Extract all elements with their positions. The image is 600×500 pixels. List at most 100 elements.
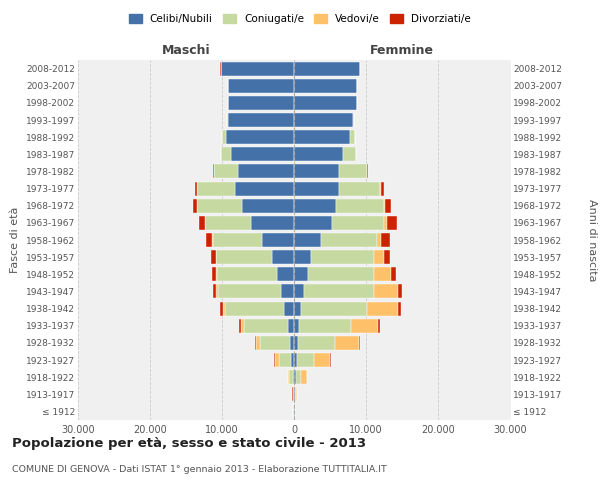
Bar: [239, 318, 241, 332]
Bar: [284, 302, 294, 316]
Bar: [294, 250, 311, 264]
Bar: [288, 370, 289, 384]
Bar: [221, 62, 294, 76]
Bar: [311, 250, 374, 264]
Text: COMUNE DI GENOVA - Dati ISTAT 1° gennaio 2013 - Elaborazione TUTTITALIA.IT: COMUNE DI GENOVA - Dati ISTAT 1° gennaio…: [12, 466, 387, 474]
Bar: [260, 336, 290, 350]
Bar: [294, 148, 343, 162]
Bar: [294, 233, 322, 247]
Bar: [378, 318, 380, 332]
Bar: [314, 353, 331, 367]
Bar: [332, 216, 384, 230]
Bar: [221, 148, 230, 162]
Bar: [374, 250, 384, 264]
Bar: [216, 250, 272, 264]
Bar: [289, 370, 293, 384]
Bar: [272, 250, 294, 264]
Bar: [294, 318, 299, 332]
Bar: [398, 302, 401, 316]
Bar: [215, 250, 216, 264]
Bar: [294, 216, 332, 230]
Bar: [275, 353, 278, 367]
Bar: [255, 336, 256, 350]
Bar: [294, 182, 340, 196]
Bar: [295, 388, 296, 402]
Bar: [262, 233, 294, 247]
Bar: [374, 284, 398, 298]
Bar: [308, 268, 374, 281]
Bar: [226, 130, 294, 144]
Bar: [293, 370, 294, 384]
Bar: [350, 130, 355, 144]
Bar: [294, 164, 340, 178]
Bar: [197, 198, 242, 212]
Text: Maschi: Maschi: [161, 44, 211, 57]
Bar: [294, 388, 295, 402]
Bar: [216, 268, 217, 281]
Bar: [212, 233, 262, 247]
Bar: [294, 302, 301, 316]
Bar: [206, 233, 212, 247]
Bar: [387, 216, 397, 230]
Text: Anni di nascita: Anni di nascita: [587, 198, 597, 281]
Bar: [335, 336, 359, 350]
Bar: [296, 370, 301, 384]
Bar: [294, 62, 360, 76]
Bar: [242, 198, 294, 212]
Bar: [199, 216, 205, 230]
Bar: [353, 113, 354, 127]
Bar: [340, 164, 367, 178]
Bar: [350, 318, 378, 332]
Bar: [304, 284, 374, 298]
Y-axis label: Fasce di età: Fasce di età: [10, 207, 20, 273]
Bar: [223, 302, 225, 316]
Bar: [398, 284, 402, 298]
Bar: [294, 198, 336, 212]
Bar: [294, 78, 356, 92]
Bar: [217, 284, 218, 298]
Bar: [296, 388, 297, 402]
Bar: [251, 216, 294, 230]
Bar: [382, 233, 390, 247]
Bar: [336, 198, 384, 212]
Bar: [340, 182, 380, 196]
Bar: [294, 96, 356, 110]
Bar: [235, 182, 294, 196]
Bar: [212, 268, 216, 281]
Bar: [297, 353, 314, 367]
Bar: [281, 284, 294, 298]
Bar: [374, 268, 391, 281]
Bar: [299, 318, 350, 332]
Bar: [292, 353, 294, 367]
Bar: [228, 96, 294, 110]
Bar: [380, 182, 381, 196]
Bar: [225, 302, 284, 316]
Bar: [367, 302, 398, 316]
Bar: [218, 284, 281, 298]
Bar: [301, 302, 367, 316]
Bar: [294, 284, 304, 298]
Bar: [384, 198, 385, 212]
Bar: [238, 164, 294, 178]
Bar: [228, 113, 294, 127]
Bar: [384, 216, 387, 230]
Bar: [294, 336, 298, 350]
Bar: [385, 198, 391, 212]
Text: Femmine: Femmine: [370, 44, 434, 57]
Bar: [384, 250, 389, 264]
Bar: [367, 164, 368, 178]
Bar: [322, 233, 377, 247]
Bar: [278, 353, 292, 367]
Legend: Celibi/Nubili, Coniugati/e, Vedovi/e, Divorziati/e: Celibi/Nubili, Coniugati/e, Vedovi/e, Di…: [125, 10, 475, 29]
Bar: [211, 250, 215, 264]
Bar: [230, 148, 294, 162]
Bar: [377, 233, 382, 247]
Bar: [359, 336, 360, 350]
Text: Popolazione per età, sesso e stato civile - 2013: Popolazione per età, sesso e stato civil…: [12, 438, 366, 450]
Bar: [294, 130, 350, 144]
Bar: [214, 164, 238, 178]
Bar: [227, 113, 228, 127]
Bar: [294, 113, 353, 127]
Bar: [343, 148, 356, 162]
Bar: [391, 268, 396, 281]
